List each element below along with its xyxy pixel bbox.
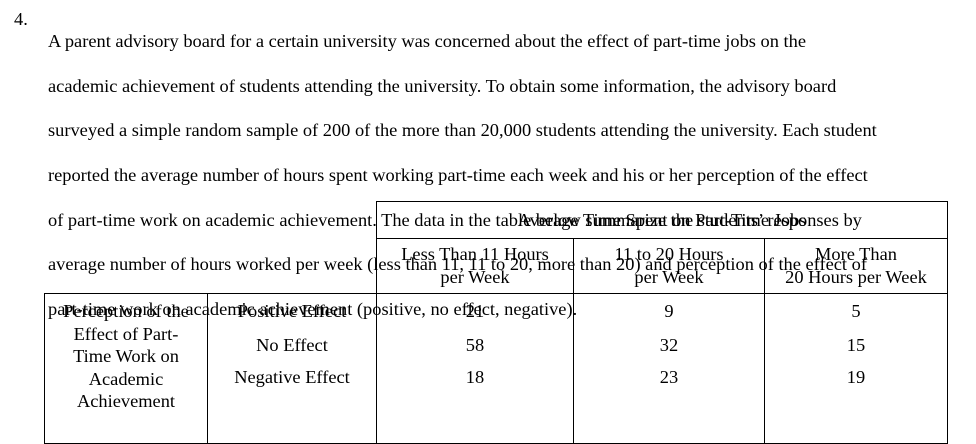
question-text-line: academic achievement of students attendi… [48, 75, 837, 96]
column-header-line: 20 Hours per Week [785, 267, 927, 287]
table-blank-cell [45, 202, 208, 239]
table-cell: 21 [376, 293, 574, 328]
row-group-label-line: Effect of Part- [73, 323, 179, 344]
row-group-label-line: Time Work on [73, 346, 179, 366]
row-group-label-line: Achievement [76, 391, 176, 411]
row-label: Positive Effect [207, 293, 377, 328]
column-header-line: More Than [815, 244, 897, 264]
question-text-line: A parent advisory board for a certain un… [48, 31, 807, 52]
column-header: 11 to 20 Hours per Week [573, 238, 765, 294]
data-table: Average Time Spent on Part-Time Jobs Les… [44, 201, 948, 444]
table-cell: 23 [573, 362, 765, 444]
table-cell: 18 [376, 362, 574, 444]
column-header-line: Less Than 11 Hours [401, 244, 549, 264]
column-header: Less Than 11 Hours per Week [376, 238, 574, 294]
column-header: More Than 20 Hours per Week [764, 238, 948, 294]
row-label: Negative Effect [207, 362, 377, 444]
table-cell: 32 [573, 328, 765, 362]
column-header-line: 11 to 20 Hours [614, 244, 724, 264]
row-label: No Effect [207, 328, 377, 362]
row-group-label: Perception of the Effect of Part- Time W… [44, 293, 208, 444]
column-header-line: per Week [634, 267, 704, 287]
group-header: Average Time Spent on Part-Time Jobs [376, 201, 948, 239]
table-cell: 58 [376, 328, 574, 362]
table-blank-cell [208, 239, 377, 294]
row-group-label-line: Perception of the [63, 301, 189, 321]
data-table-wrapper: Average Time Spent on Part-Time Jobs Les… [44, 201, 970, 444]
column-header-line: per Week [440, 267, 510, 287]
question-text-line: reported the average number of hours spe… [48, 165, 868, 186]
table-cell: 19 [764, 362, 948, 444]
table-cell: 15 [764, 328, 948, 362]
question-text-line: surveyed a simple random sample of 200 o… [48, 120, 877, 141]
table-blank-cell [208, 202, 377, 239]
row-group-label-line: Academic [88, 368, 164, 389]
table-cell: 9 [573, 293, 765, 328]
table-blank-cell [45, 239, 208, 294]
question-number: 4. [14, 9, 28, 29]
table-cell: 5 [764, 293, 948, 328]
